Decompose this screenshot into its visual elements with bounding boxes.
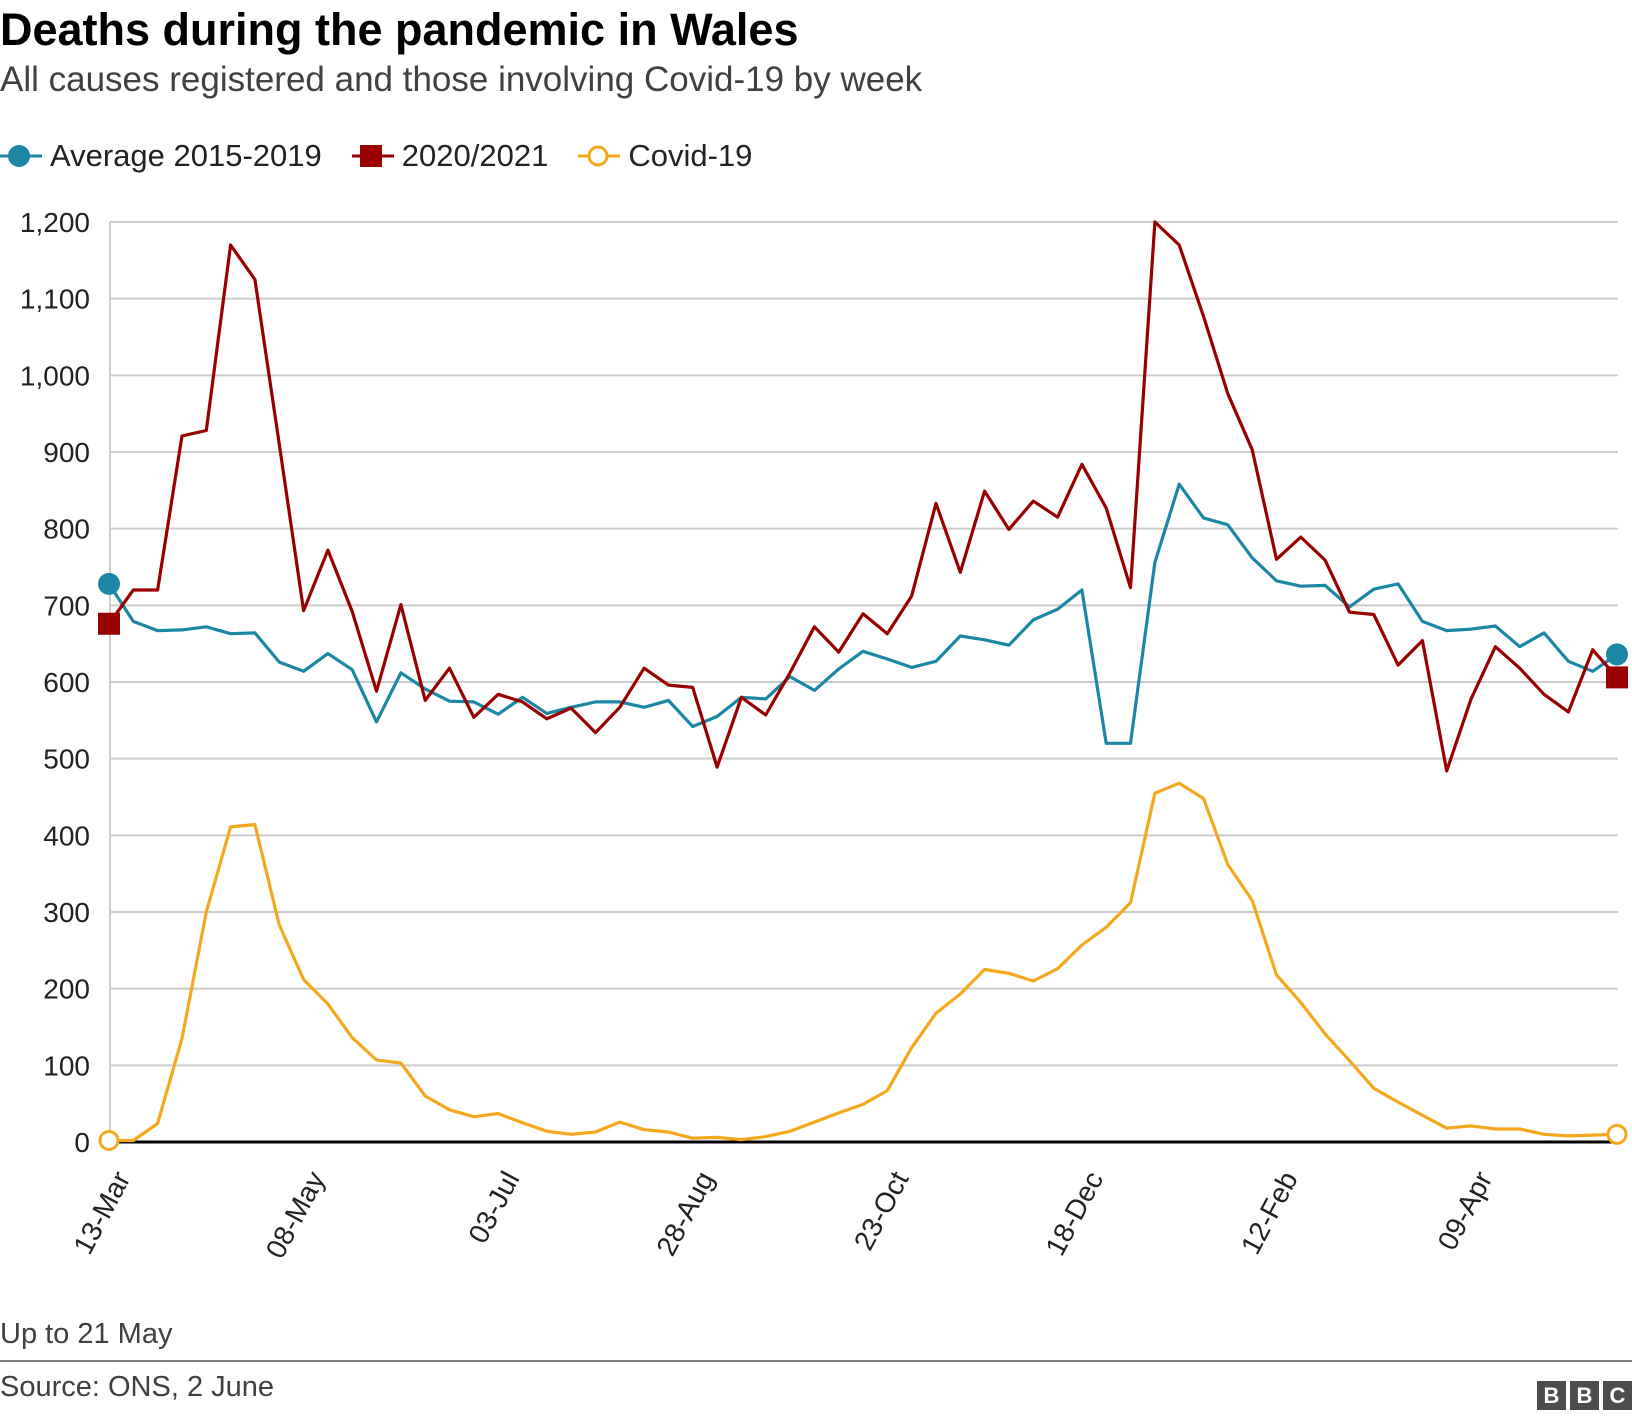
chart-subtitle: All causes registered and those involvin… xyxy=(0,60,923,99)
x-tick-label: 03-Jul xyxy=(462,1166,525,1248)
y-tick-label: 300 xyxy=(43,897,90,928)
x-tick-label: 08-May xyxy=(260,1166,331,1263)
x-tick-label: 12-Feb xyxy=(1235,1166,1304,1259)
marker-covid-19 xyxy=(1606,1123,1628,1145)
legend-label-average: Average 2015-2019 xyxy=(50,138,322,173)
legend-label-covid: Covid-19 xyxy=(628,138,753,173)
y-tick-label: 1,100 xyxy=(20,284,90,315)
footnote: Up to 21 May xyxy=(0,1318,173,1350)
chart-plot: 0 100 200 300 400 500 600 700 800 900 1,000 1,100 1,… xyxy=(20,207,1628,1263)
grid-layer xyxy=(109,221,1618,1144)
x-tick-label: 28-Aug xyxy=(650,1166,720,1260)
y-tick-label: 800 xyxy=(43,514,90,545)
legend-item-average: Average 2015-2019 xyxy=(0,138,322,174)
source-text: Source: ONS, 2 June xyxy=(0,1371,275,1403)
y-tick-label: 1,200 xyxy=(20,207,90,238)
legend-key-average xyxy=(0,145,42,167)
legend: Average 2015-2019 2020/2021 Covid-19 xyxy=(0,136,782,176)
legend-item-covid: Covid-19 xyxy=(578,138,752,174)
series-line-2020-2021 xyxy=(107,220,1619,773)
y-tick-label: 1,000 xyxy=(20,360,90,391)
bbc-logo: B B C xyxy=(1537,1381,1632,1410)
legend-key-covid xyxy=(578,145,621,167)
legend-label-current: 2020/2021 xyxy=(401,138,549,173)
x-tick-label: 18-Dec xyxy=(1039,1166,1109,1260)
series-layer xyxy=(107,220,1619,1143)
series-line-average-2015-2019 xyxy=(107,482,1619,745)
y-axis: 0 100 200 300 400 500 600 700 800 900 1,000 1,100 1,… xyxy=(20,207,90,1158)
y-tick-label: 700 xyxy=(43,590,90,621)
marker-covid-19 xyxy=(98,1129,120,1151)
y-tick-label: 400 xyxy=(43,820,90,851)
x-tick-label: 23-Oct xyxy=(848,1166,915,1255)
marker-layer xyxy=(98,572,1628,1151)
bbc-logo-letter: B xyxy=(1537,1381,1566,1410)
chart-title: Deaths during the pandemic in Wales xyxy=(0,4,799,55)
y-tick-label: 600 xyxy=(43,667,90,698)
marker-2020-2021 xyxy=(98,612,120,635)
y-tick-label: 0 xyxy=(74,1127,90,1158)
x-axis: 13-Mar 08-May 03-Jul 28-Aug 23-Oct 18-Dec 12-F… xyxy=(67,1166,1498,1263)
x-tick-label: 09-Apr xyxy=(1432,1166,1499,1255)
bbc-logo-letter: B xyxy=(1570,1381,1599,1410)
marker-2020-2021 xyxy=(1606,666,1628,689)
series-line-covid-19 xyxy=(107,781,1619,1143)
x-tick-label: 13-Mar xyxy=(67,1166,136,1259)
y-tick-label: 100 xyxy=(43,1050,90,1081)
bbc-logo-letter: C xyxy=(1603,1381,1632,1410)
y-tick-label: 900 xyxy=(43,437,90,468)
marker-average-2015-2019 xyxy=(1606,643,1628,666)
y-tick-label: 200 xyxy=(43,974,90,1005)
legend-key-current xyxy=(351,145,394,167)
footer-divider xyxy=(0,1360,1632,1362)
marker-average-2015-2019 xyxy=(98,572,120,595)
legend-item-current: 2020/2021 xyxy=(351,138,549,174)
y-tick-label: 500 xyxy=(43,744,90,775)
